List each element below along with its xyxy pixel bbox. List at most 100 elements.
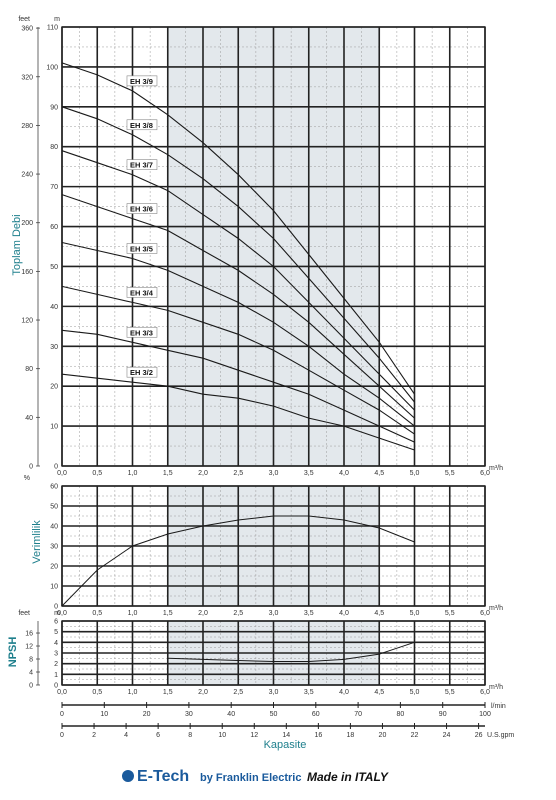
x-tick-label: 5,5 [445, 610, 455, 617]
x-tick-label: 6,0 [480, 689, 490, 696]
y-unit-label: feet [18, 16, 30, 23]
y-tick-label: 100 [46, 64, 58, 71]
x-tick-label: 1,0 [128, 689, 138, 696]
head-y-label: Toplam Debi [11, 214, 23, 275]
x-unit-label: m³/h [489, 605, 503, 612]
x-tick-label: 0,0 [57, 470, 67, 477]
franklin-electric-text: by Franklin Electric [200, 772, 301, 784]
gpm-tick-label: 10 [218, 732, 226, 739]
x-tick-label: 2,5 [233, 470, 243, 477]
y-unit-label: m [54, 16, 60, 23]
y-tick-label-feet: 16 [25, 631, 33, 638]
curve-label-box [126, 75, 158, 87]
x-tick-label: 3,0 [269, 470, 279, 477]
y-tick-label: 80 [50, 144, 58, 151]
plot-border [61, 620, 486, 686]
series-line [61, 62, 415, 395]
head-chart-panel: 0 10 20 30 40 50 60 70 80 90 100 110 0 40 80 120 160 200 2… [18, 16, 503, 477]
lmin-unit-label: l/min [491, 703, 506, 710]
curve-label: EH 3/5 [130, 244, 153, 253]
curve-label-box [126, 159, 158, 170]
series-line [167, 641, 415, 662]
y-tick-label-feet: 0 [29, 464, 33, 471]
lmin-tick-label: 10 [100, 711, 108, 718]
plot-border [61, 485, 486, 607]
y-tick-label: 30 [50, 344, 58, 351]
y-tick-label: 30 [50, 544, 58, 551]
gpm-tick-label: 6 [156, 732, 160, 739]
y-tick-label: 3 [54, 651, 58, 658]
series-line [61, 150, 415, 411]
y-tick-label-feet: 4 [29, 670, 33, 677]
curve-label-box [126, 119, 158, 131]
x-tick-label: 2,5 [233, 610, 243, 617]
gpm-tick-label: 12 [250, 732, 258, 739]
gpm-tick-label: 18 [347, 732, 355, 739]
x-tick-label: 5,0 [410, 610, 420, 617]
y-tick-label: 110 [47, 25, 58, 32]
y-tick-label: 6 [54, 619, 58, 626]
gpm-tick-label: 20 [379, 732, 387, 739]
lmin-tick-label: 60 [312, 711, 320, 718]
y-tick-label: 10 [50, 424, 58, 431]
lmin-tick-label: 20 [143, 711, 151, 718]
y-tick-label: 60 [50, 484, 58, 491]
x-tick-label: 1,0 [128, 470, 138, 477]
series-line [61, 329, 415, 443]
x-tick-label: 6,0 [480, 470, 490, 477]
curve-label: EH 3/3 [130, 328, 153, 337]
y-tick-label-feet: 8 [29, 657, 33, 664]
y-tick-label: 5 [54, 629, 58, 636]
lmin-tick-label: 100 [479, 711, 491, 718]
y-tick-label-feet: 160 [21, 269, 33, 276]
y-tick-label-feet: 240 [21, 172, 33, 179]
y-tick-label: 50 [50, 264, 58, 271]
x-tick-label: 3,5 [304, 689, 314, 696]
series-line [61, 106, 415, 403]
x-tick-label: 0,5 [92, 689, 102, 696]
lmin-tick-label: 30 [185, 711, 193, 718]
efficiency-y-label: Verimlilik [31, 520, 43, 564]
x-tick-label: 1,5 [163, 610, 173, 617]
made-in-italy-text: Made in ITALY [307, 770, 389, 784]
capacity-title: Kapasite [264, 739, 307, 751]
x-tick-label: 5,0 [410, 470, 420, 477]
y-tick-label: 40 [50, 304, 58, 311]
y-tick-label: 4 [54, 640, 58, 647]
x-tick-label: 2,5 [233, 689, 243, 696]
x-tick-label: 0,5 [92, 470, 102, 477]
x-tick-label: 4,5 [374, 610, 384, 617]
curve-label: EH 3/6 [130, 205, 153, 214]
x-tick-label: 0,5 [92, 610, 102, 617]
lmin-tick-label: 0 [60, 711, 64, 718]
x-tick-label: 4,0 [339, 470, 349, 477]
x-tick-label: 4,5 [374, 689, 384, 696]
y-tick-label-feet: 120 [21, 318, 33, 325]
gpm-tick-label: 16 [314, 732, 322, 739]
gpm-unit-label: U.S.gpm [487, 732, 514, 739]
curve-label-box [126, 326, 158, 338]
e-tech-logo-icon [122, 770, 134, 782]
y-tick-label: 70 [50, 184, 58, 191]
e-tech-logo-text: E-Tech [137, 768, 189, 785]
curve-label-box [126, 203, 158, 214]
series-line [61, 373, 415, 451]
x-tick-label: 1,0 [128, 610, 138, 617]
series-line [61, 515, 415, 607]
curve-label: EH 3/9 [130, 77, 153, 86]
series-line [61, 285, 415, 435]
x-tick-label: 5,0 [410, 689, 420, 696]
curve-label: EH 3/7 [130, 161, 153, 170]
gpm-tick-label: 0 [60, 732, 64, 739]
y-tick-label-feet: 80 [25, 366, 33, 373]
y-tick-label: 10 [50, 584, 58, 591]
y-tick-label: 90 [50, 104, 58, 111]
y-tick-label-feet: 200 [21, 220, 33, 227]
y-unit-label: m [54, 610, 60, 617]
y-tick-label: 20 [50, 384, 58, 391]
y-tick-label: 40 [50, 524, 58, 531]
curve-label: EH 3/4 [130, 288, 154, 297]
y-tick-label: 50 [50, 504, 58, 511]
